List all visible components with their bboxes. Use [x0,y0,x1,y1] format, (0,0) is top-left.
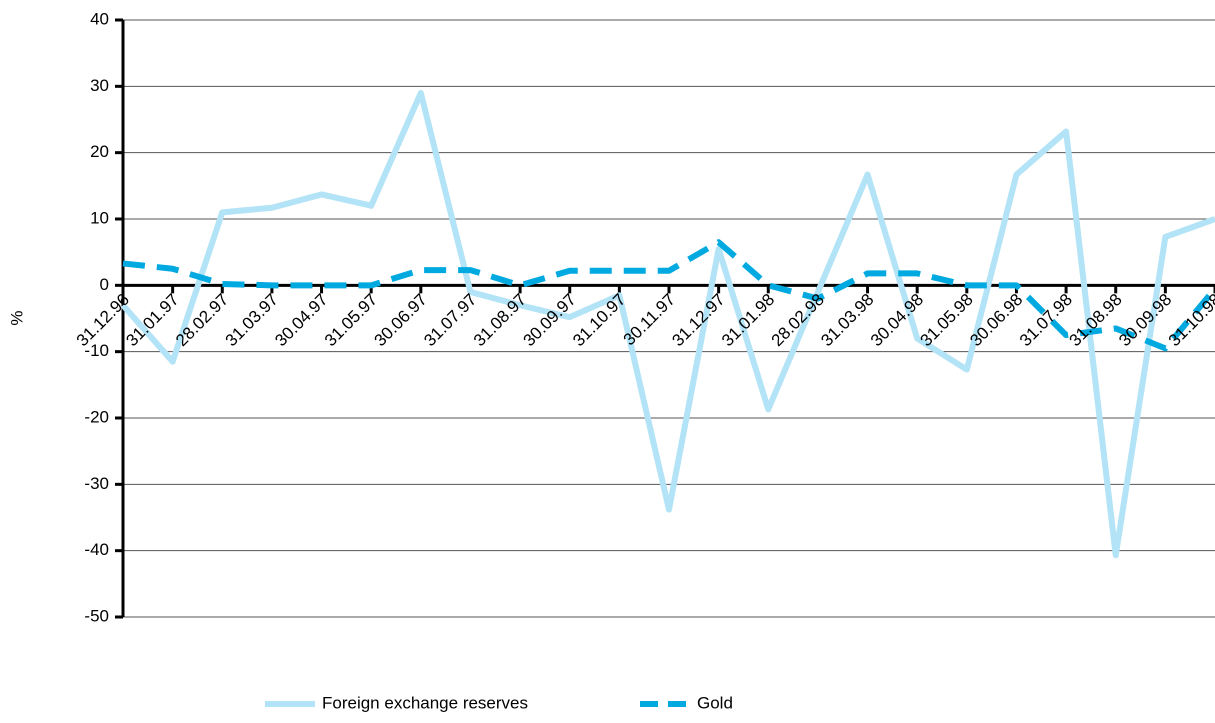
y-tick-label: 20 [90,142,109,161]
x-tick-label: 30.11.97 [620,290,679,349]
y-axis-label: % [7,310,26,325]
legend-label: Gold [697,693,733,712]
y-tick-label: -40 [84,540,109,559]
x-tick-label: 31.05.97 [321,290,381,350]
y-tick-label: -10 [84,341,109,360]
y-tick-label: 0 [100,275,109,294]
x-tick-label: 30.06.97 [371,290,431,350]
x-tick-label: 31.07.97 [420,290,480,350]
x-tick-label: 31.03.97 [222,290,282,350]
x-tick-label: 31.10.98 [1165,290,1215,350]
legend-label: Foreign exchange reserves [322,693,528,712]
x-tick-label: 31.05.98 [917,290,977,350]
x-tick-label: 31.10.97 [569,290,629,350]
y-tick-label: 40 [90,9,109,28]
y-tick-label: -20 [84,407,109,426]
x-tick-label: 30.09.97 [519,290,579,350]
x-tick-label: 31.03.98 [817,290,877,350]
y-tick-label: 10 [90,208,109,227]
x-tick-label: 30.04.97 [271,290,331,350]
x-tick-label: 31.08.98 [1065,290,1125,350]
line-series [120,89,1215,559]
x-tick-label: 28.02.97 [172,290,232,350]
y-tick-label: -30 [84,474,109,493]
y-tick-label: 30 [90,76,109,95]
y-tick-label: -50 [84,606,109,625]
x-tick-label: 31.07.98 [1016,290,1076,350]
x-tick-label: 30.06.98 [966,290,1026,350]
line-series [122,239,1215,352]
